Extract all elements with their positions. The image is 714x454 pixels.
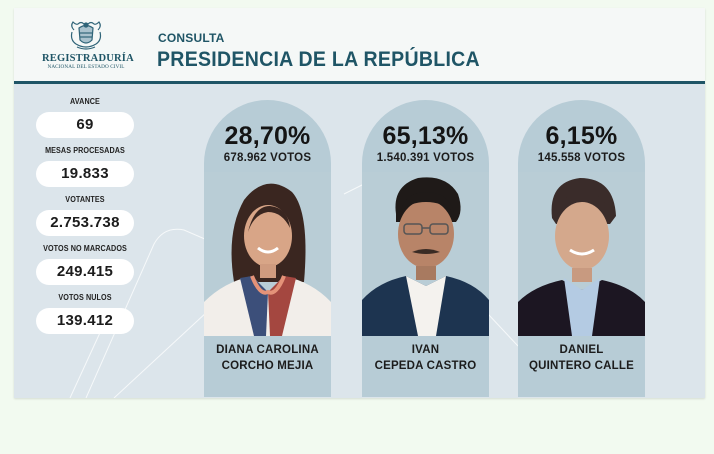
header-divider bbox=[14, 81, 705, 84]
coat-of-arms-icon bbox=[42, 20, 130, 52]
candidate-percentage: 65,13% bbox=[382, 122, 469, 150]
stat-mesas-procesadas: MESAS PROCESADAS 19.833 bbox=[36, 145, 134, 187]
candidate-name-line1: DIANA CAROLINA bbox=[216, 344, 319, 356]
logo-name: REGISTRADURÍA bbox=[42, 53, 134, 64]
stat-value: 249.415 bbox=[36, 259, 134, 285]
candidate-card: 28,70% 678.962 VOTOS DIANA CAROLINA bbox=[204, 100, 331, 397]
page-title: PRESIDENCIA DE LA REPÚBLICA bbox=[157, 48, 480, 71]
candidate-name-line2: CORCHO MEJIA bbox=[221, 360, 314, 372]
man-glasses-portrait-icon bbox=[362, 172, 489, 336]
stat-value: 2.753.738 bbox=[36, 210, 134, 236]
man-suit-portrait-icon bbox=[518, 172, 645, 336]
candidate-votes: 145.558 VOTOS bbox=[537, 152, 626, 164]
stat-votos-no-marcados: VOTOS NO MARCADOS 249.415 bbox=[36, 243, 134, 285]
candidate-percentage: 28,70% bbox=[224, 122, 311, 150]
candidate-votes: 678.962 VOTOS bbox=[223, 152, 312, 164]
stat-votantes: VOTANTES 2.753.738 bbox=[36, 194, 134, 236]
stat-votos-nulos: VOTOS NULOS 139.412 bbox=[36, 292, 134, 334]
stat-label: AVANCE bbox=[70, 97, 100, 106]
stat-avance: AVANCE 69 bbox=[36, 96, 134, 138]
candidate-name-line1: IVAN bbox=[411, 344, 440, 356]
stat-value: 139.412 bbox=[36, 308, 134, 334]
candidate-name: DANIEL QUINTERO CALLE bbox=[518, 342, 645, 374]
candidate-percentage: 6,15% bbox=[545, 122, 618, 150]
stat-label: VOTANTES bbox=[65, 195, 105, 204]
candidate-name-line2: QUINTERO CALLE bbox=[528, 360, 635, 372]
stat-value: 69 bbox=[36, 112, 134, 138]
candidate-name: IVAN CEPEDA CASTRO bbox=[362, 342, 489, 374]
stat-label: MESAS PROCESADAS bbox=[45, 146, 125, 155]
results-board: REGISTRADURÍA NACIONAL DEL ESTADO CIVIL … bbox=[14, 8, 705, 398]
registraduria-logo: REGISTRADURÍA NACIONAL DEL ESTADO CIVIL bbox=[42, 20, 134, 72]
candidate-name-line1: DANIEL bbox=[559, 344, 604, 356]
page-eyebrow: CONSULTA bbox=[158, 31, 225, 45]
header: REGISTRADURÍA NACIONAL DEL ESTADO CIVIL … bbox=[14, 8, 705, 81]
results-panel: AVANCE 69 MESAS PROCESADAS 19.833 VOTANT… bbox=[14, 84, 705, 398]
stat-value: 19.833 bbox=[36, 161, 134, 187]
candidate-card: 6,15% 145.558 VOTOS DANIEL QUINTERO CALL… bbox=[518, 100, 645, 397]
candidate-name-line2: CEPEDA CASTRO bbox=[374, 360, 477, 372]
stat-label: VOTOS NO MARCADOS bbox=[43, 244, 127, 253]
candidate-card: 65,13% 1.540.391 VOTOS IVA bbox=[362, 100, 489, 397]
candidate-name: DIANA CAROLINA CORCHO MEJIA bbox=[204, 342, 331, 374]
candidate-photo bbox=[204, 172, 331, 336]
stats-column: AVANCE 69 MESAS PROCESADAS 19.833 VOTANT… bbox=[36, 96, 134, 341]
candidate-votes: 1.540.391 VOTOS bbox=[376, 152, 475, 164]
logo-subtitle: NACIONAL DEL ESTADO CIVIL bbox=[47, 64, 125, 70]
woman-portrait-icon bbox=[204, 172, 331, 336]
candidate-photo bbox=[362, 172, 489, 336]
candidate-photo bbox=[518, 172, 645, 336]
stat-label: VOTOS NULOS bbox=[58, 293, 112, 302]
